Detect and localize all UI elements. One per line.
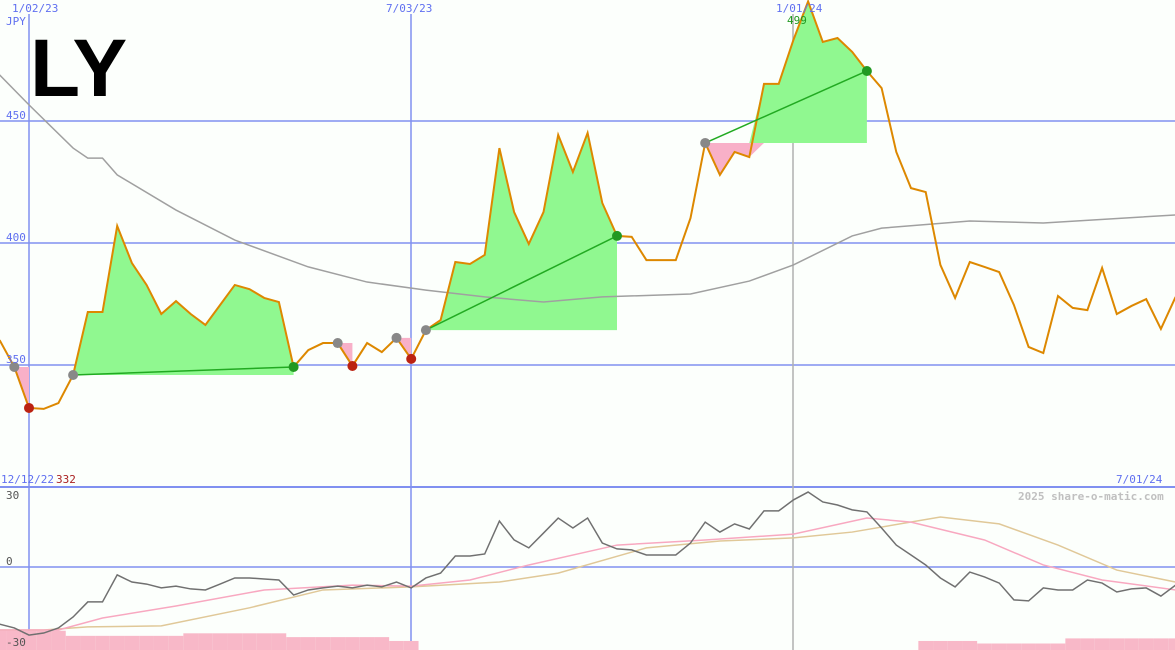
entry-marker xyxy=(391,332,402,343)
histogram-bar xyxy=(315,637,331,650)
histogram-bar xyxy=(1109,638,1125,650)
histogram-bar xyxy=(139,635,154,650)
y-tick-label: 400 xyxy=(6,231,26,244)
range-min-label: 332 xyxy=(56,473,76,486)
histogram-bar xyxy=(6,630,22,650)
histogram-bar xyxy=(168,635,184,650)
histogram-bar xyxy=(300,637,316,650)
high-label: 499 xyxy=(787,14,807,27)
histogram-bar xyxy=(21,630,37,650)
ticker-logo: LY xyxy=(30,23,127,114)
exit-marker xyxy=(288,361,299,372)
histogram-bar xyxy=(1153,638,1169,650)
histogram-bar xyxy=(153,635,169,650)
histogram-bar xyxy=(977,643,992,650)
trade-loss-fill xyxy=(705,142,867,175)
histogram-bar xyxy=(36,630,52,650)
trade-line xyxy=(704,70,868,144)
exit-marker xyxy=(24,402,34,413)
histogram-bar xyxy=(212,633,228,650)
histogram-bar xyxy=(1021,643,1036,650)
histogram-bar xyxy=(1124,638,1139,650)
x-tick-label: 1/02/23 xyxy=(12,2,58,15)
histogram-bar xyxy=(109,635,125,650)
histogram-bar xyxy=(947,640,963,650)
entry-marker xyxy=(700,137,711,148)
histogram-bar xyxy=(198,633,213,650)
price-line xyxy=(0,0,1175,410)
range-start-label: 12/12/22 xyxy=(1,473,54,486)
entry-marker xyxy=(9,361,20,372)
exit-marker xyxy=(861,65,872,76)
indicator-tan-line xyxy=(0,516,1175,631)
ind-y-tick-label: -30 xyxy=(6,636,26,649)
histogram-bar xyxy=(345,637,360,650)
histogram-bar xyxy=(51,630,66,650)
histogram-bar xyxy=(1050,643,1066,650)
histogram-bar xyxy=(374,637,390,650)
histogram-bar xyxy=(933,640,948,650)
y-tick-label: 450 xyxy=(6,109,26,122)
histogram-bar xyxy=(389,640,404,650)
trade-gain-fill xyxy=(425,132,617,331)
trade-line xyxy=(425,235,618,331)
histogram-bar xyxy=(1138,638,1154,650)
x-tick-label: 1/01/24 xyxy=(776,2,823,15)
histogram-bar xyxy=(256,633,272,650)
histogram-bar xyxy=(1094,638,1110,650)
histogram-bar xyxy=(80,635,96,650)
histogram-bar xyxy=(359,637,375,650)
histogram-bar xyxy=(1065,638,1081,650)
histogram-bar xyxy=(183,633,199,650)
trade-markers xyxy=(9,65,872,413)
entry-marker xyxy=(68,370,79,381)
trade-line xyxy=(73,366,294,376)
ind-y-tick-label: 0 xyxy=(6,555,13,568)
histogram-bar xyxy=(1168,638,1175,650)
trade-gain-fill xyxy=(705,1,867,143)
moving-average-line xyxy=(0,74,1175,303)
entry-marker xyxy=(332,338,343,349)
range-end-label: 7/01/24 xyxy=(1116,473,1163,486)
series-lines xyxy=(0,0,1175,636)
histogram-bar xyxy=(0,630,7,650)
histogram-bar xyxy=(227,633,243,650)
x-tick-label: 7/03/23 xyxy=(386,2,432,15)
histogram-bar xyxy=(1035,643,1051,650)
y-tick-label: 350 xyxy=(6,353,26,366)
histogram-bar xyxy=(271,633,287,650)
histogram-bar xyxy=(991,643,1007,650)
histogram-bar xyxy=(962,640,978,650)
histogram-bar xyxy=(286,637,301,650)
entry-marker xyxy=(420,325,431,336)
trade-gain-fill xyxy=(73,225,294,376)
histogram-bar xyxy=(1006,643,1022,650)
watermark: 2025 share-o-matic.com xyxy=(1018,490,1164,503)
indicator-main-line xyxy=(0,491,1175,636)
histogram-bar xyxy=(1080,638,1095,650)
histogram-bar xyxy=(403,640,419,650)
indicator-pink-line xyxy=(0,517,1175,631)
histogram-bar xyxy=(242,633,257,650)
exit-marker xyxy=(612,230,622,241)
exit-marker xyxy=(347,360,358,371)
histogram-bar xyxy=(65,635,81,650)
histogram-bar xyxy=(95,635,110,650)
histogram-bar xyxy=(918,640,934,650)
histogram-bar xyxy=(124,635,140,650)
ind-y-tick-label: 30 xyxy=(6,489,19,502)
exit-marker xyxy=(406,353,417,364)
histogram-bar xyxy=(330,637,346,650)
currency-label: JPY xyxy=(6,15,26,28)
